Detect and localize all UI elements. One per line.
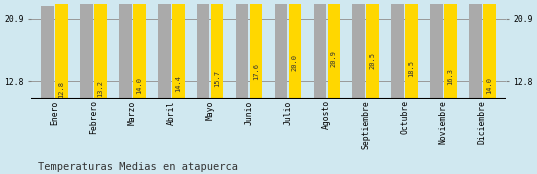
- Text: 14.0: 14.0: [487, 77, 492, 94]
- Bar: [55, 0, 68, 99]
- Bar: [41, 6, 54, 99]
- Text: 18.5: 18.5: [409, 60, 415, 77]
- Bar: [81, 3, 93, 99]
- Text: Temperaturas Medias en atapuerca: Temperaturas Medias en atapuerca: [38, 162, 237, 172]
- Bar: [405, 0, 418, 99]
- Bar: [314, 0, 326, 99]
- Bar: [444, 0, 456, 99]
- Text: 16.3: 16.3: [447, 68, 453, 85]
- Bar: [119, 0, 132, 99]
- Text: 14.0: 14.0: [136, 77, 142, 94]
- Bar: [469, 0, 482, 99]
- Bar: [133, 0, 146, 99]
- Bar: [352, 0, 365, 99]
- Text: 13.2: 13.2: [98, 80, 104, 97]
- Bar: [158, 0, 171, 99]
- Text: 17.6: 17.6: [253, 63, 259, 80]
- Text: 15.7: 15.7: [214, 70, 220, 87]
- Bar: [95, 0, 107, 99]
- Text: 20.5: 20.5: [369, 52, 376, 69]
- Text: 12.8: 12.8: [59, 81, 64, 98]
- Bar: [250, 0, 262, 99]
- Bar: [328, 0, 340, 99]
- Text: 20.9: 20.9: [331, 50, 337, 67]
- Text: 14.4: 14.4: [175, 75, 182, 92]
- Bar: [275, 0, 287, 99]
- Bar: [366, 0, 379, 99]
- Bar: [236, 0, 248, 99]
- Bar: [197, 0, 209, 99]
- Text: 20.0: 20.0: [292, 54, 298, 71]
- Bar: [172, 0, 185, 99]
- Bar: [430, 0, 442, 99]
- Bar: [289, 0, 301, 99]
- Bar: [483, 0, 496, 99]
- Bar: [391, 0, 404, 99]
- Bar: [211, 0, 223, 99]
